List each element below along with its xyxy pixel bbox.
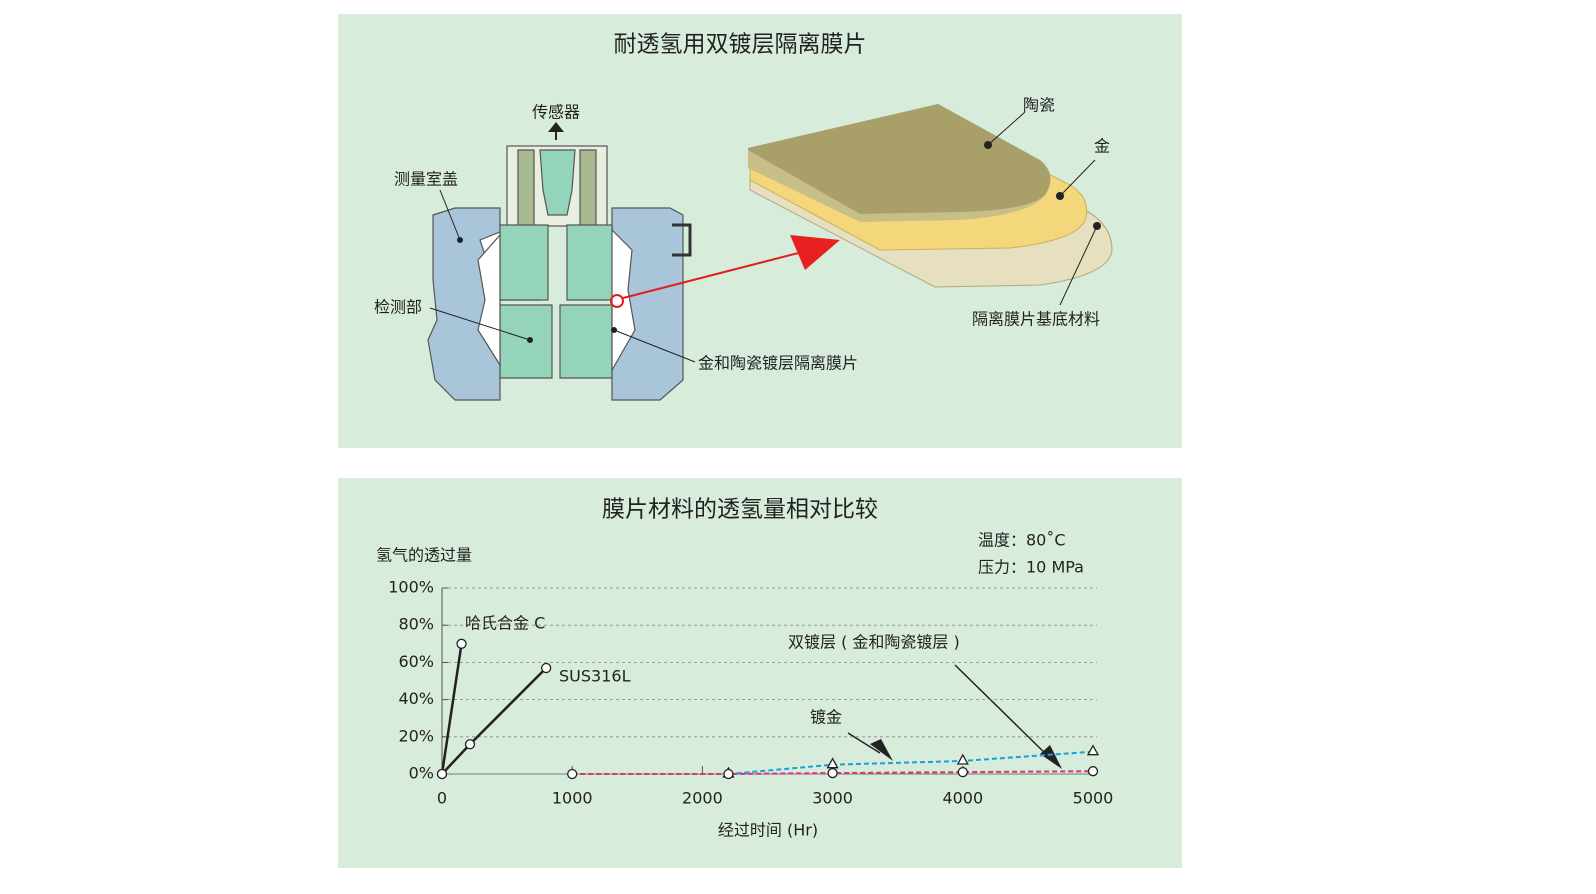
- marker: [723, 768, 734, 780]
- annotation: 压力：10 MPa: [978, 558, 1084, 577]
- label: 陶瓷: [1023, 96, 1055, 115]
- marker: [956, 753, 969, 765]
- y-tick-label: 40%: [398, 689, 434, 708]
- annotation: 温度：80˚C: [978, 531, 1066, 550]
- y-tick-label: 80%: [398, 615, 434, 634]
- marker: [1087, 766, 1099, 777]
- marker: [567, 768, 578, 780]
- pointer-arrows: [847, 664, 1062, 769]
- series-label: 镀金: [810, 708, 842, 727]
- label: 金和陶瓷镀层隔离膜片: [698, 354, 858, 373]
- x-tick-label: 2000: [682, 789, 723, 808]
- sensor-drawing: [427, 122, 840, 401]
- marker: [826, 757, 839, 769]
- marker: [957, 766, 968, 778]
- marker: [464, 739, 476, 750]
- y-tick-label: 100%: [388, 578, 434, 597]
- label: 隔离膜片基底材料: [972, 310, 1100, 329]
- x-tick-label: 0: [437, 789, 447, 808]
- x-axis-label: 经过时间 (Hr): [718, 821, 818, 840]
- marker: [541, 662, 552, 674]
- layer-drawing: [748, 104, 1113, 306]
- y-tick-label: 20%: [398, 726, 434, 745]
- label: 检测部: [374, 298, 422, 317]
- chart-panel: [338, 478, 1182, 868]
- series-label: 哈氏合金 C: [465, 614, 545, 633]
- series-label: SUS316L: [559, 667, 631, 686]
- x-tick-label: 5000: [1073, 789, 1114, 808]
- y-axis-label: 氢气的透过量: [376, 546, 472, 565]
- series-line: [440, 643, 463, 775]
- x-tick-label: 3000: [812, 789, 853, 808]
- marker: [456, 638, 467, 649]
- diagram-title: 耐透氢用双镀层隔离膜片: [614, 32, 867, 58]
- label: 金: [1094, 137, 1110, 156]
- marker: [827, 767, 838, 779]
- chart-title: 膜片材料的透氢量相对比较: [602, 497, 878, 523]
- label: 测量室盖: [394, 170, 458, 189]
- series-label: 双镀层 ( 金和陶瓷镀层 ): [788, 633, 960, 652]
- y-tick-label: 60%: [398, 652, 434, 671]
- y-tick-label: 0%: [409, 764, 434, 783]
- label: 传感器: [532, 103, 580, 122]
- marker: [1086, 744, 1100, 756]
- x-tick-label: 4000: [942, 789, 983, 808]
- marker: [436, 768, 448, 780]
- x-tick-label: 1000: [552, 789, 593, 808]
- series-line: [728, 750, 1094, 775]
